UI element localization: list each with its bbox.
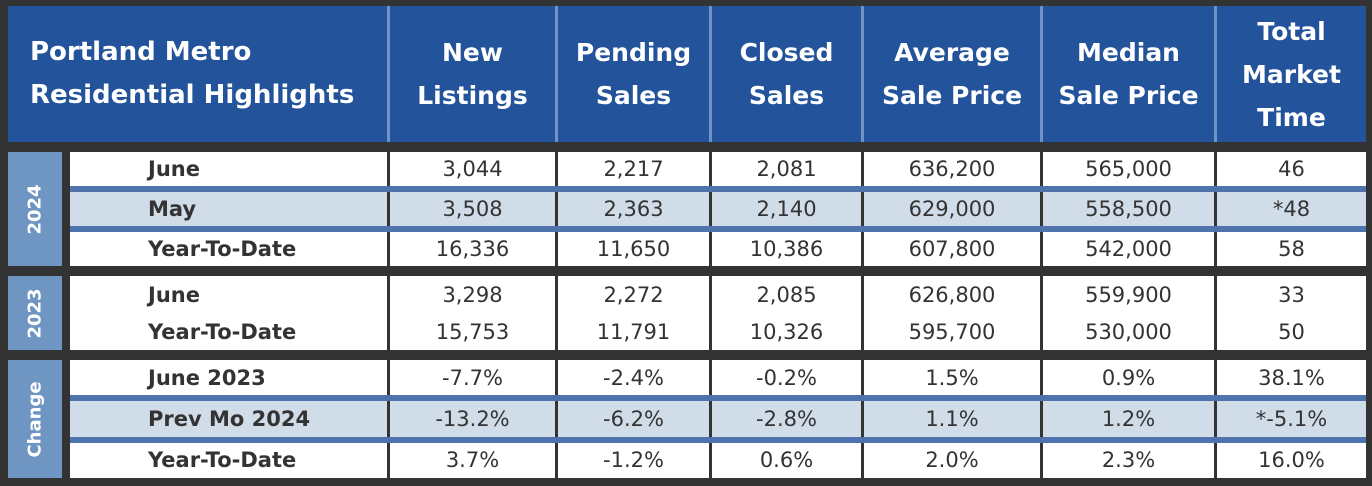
table-cell: 0.9% (1043, 360, 1217, 396)
table-cell: 629,000 (864, 192, 1043, 226)
table-cell: -1.2% (558, 442, 712, 478)
table-cell: 58 (1278, 237, 1305, 261)
table-cell: 542,000 (1043, 232, 1217, 266)
row-label: May (70, 192, 390, 226)
table-cell: 1.2% (1043, 401, 1217, 437)
table-cell: 10,326 (712, 313, 864, 350)
group-label: 2023 (8, 276, 62, 350)
table-cell: 2,272 (558, 276, 712, 313)
table-cell: 565,000 (1043, 152, 1217, 186)
table-cell: 2,085 (712, 276, 864, 313)
table-cell: 2,081 (712, 152, 864, 186)
table-cell: -13.2% (390, 401, 558, 437)
col-average-sale-price: Average Sale Price (864, 6, 1043, 142)
row-label: Year-To-Date (70, 232, 390, 266)
table-row: Year-To-Date 3.7% -1.2% 0.6% 2.0% 2.3% 16.0% (70, 442, 1366, 478)
row-label: Year-To-Date (70, 442, 390, 478)
table-cell: 10,386 (712, 232, 864, 266)
row-label: June 2023 (70, 360, 390, 396)
table-cell: 16.0% (1258, 448, 1325, 473)
col-pending-sales: Pending Sales (558, 6, 712, 142)
group-change: Change June 2023 -7.7% -2.4% -0.2% 1.5% 0.9% 38… (8, 360, 1366, 478)
table-cell: 636,200 (864, 152, 1043, 186)
table-cell: 2,140 (712, 192, 864, 226)
table-cell: 559,900 (1043, 276, 1217, 313)
table-cell: 2,363 (558, 192, 712, 226)
table-cell: 2,217 (558, 152, 712, 186)
table-cell: 607,800 (864, 232, 1043, 266)
table-cell: 11,791 (558, 313, 712, 350)
table-cell: -6.2% (558, 401, 712, 437)
table-cell: 38.1% (1258, 365, 1325, 390)
table-cell: -0.2% (712, 360, 864, 396)
table-row: Year-To-Date 15,753 11,791 10,326 595,700 530… (70, 313, 1366, 350)
table-title: Portland Metro Residential Highlights (8, 6, 390, 142)
table-row: June 3,298 2,272 2,085 626,800 559,900 33 (70, 276, 1366, 313)
table-cell: 11,650 (558, 232, 712, 266)
table-cell: 16,336 (390, 232, 558, 266)
row-label: Prev Mo 2024 (70, 401, 390, 437)
table-cell: 2.3% (1043, 442, 1217, 478)
row-label: June (70, 152, 390, 186)
table-cell: 3,298 (390, 276, 558, 313)
table-cell: 626,800 (864, 276, 1043, 313)
table-row: June 2023 -7.7% -2.4% -0.2% 1.5% 0.9% 38.1% (70, 360, 1366, 396)
col-new-listings: New Listings (390, 6, 558, 142)
table-cell: *48 (1272, 197, 1311, 221)
col-total-market-time: Total Market Time (1242, 16, 1341, 132)
table-cell: 530,000 (1043, 313, 1217, 350)
table-cell: 3,044 (390, 152, 558, 186)
table-cell: 2.0% (864, 442, 1043, 478)
row-label: Year-To-Date (70, 313, 390, 350)
table-cell: 50 (1278, 319, 1305, 344)
table-row: May 3,508 2,363 2,140 629,000 558,500 *48 (70, 186, 1366, 232)
table-cell: 1.1% (864, 401, 1043, 437)
table-cell: 3,508 (390, 192, 558, 226)
row-label: June (70, 276, 390, 313)
group-label: 2024 (8, 152, 62, 266)
group-2023: 2023 June 3,298 2,272 2,085 626,800 559,900 33 Y… (8, 276, 1366, 350)
table-cell: 46 (1278, 157, 1305, 181)
table-cell: 15,753 (390, 313, 558, 350)
table-cell: 0.6% (712, 442, 864, 478)
table-row: Year-To-Date 16,336 11,650 10,386 607,800 542… (70, 232, 1366, 266)
table-cell: *-5.1% (1255, 406, 1328, 431)
table-cell: -2.8% (712, 401, 864, 437)
table-cell: 3.7% (390, 442, 558, 478)
table-row: June 3,044 2,217 2,081 636,200 565,000 46 (70, 152, 1366, 186)
table-header: Portland Metro Residential Highlights Ne… (8, 6, 1366, 142)
group-2024: 2024 June 3,044 2,217 2,081 636,200 565,000 46 M… (8, 152, 1366, 266)
group-label: Change (8, 360, 62, 478)
col-closed-sales: Closed Sales (712, 6, 864, 142)
table-cell: 595,700 (864, 313, 1043, 350)
table-cell: -7.7% (390, 360, 558, 396)
table-cell: -2.4% (558, 360, 712, 396)
col-median-sale-price: Median Sale Price (1043, 6, 1217, 142)
table-row: Prev Mo 2024 -13.2% -6.2% -2.8% 1.1% 1.2% *-5.… (70, 395, 1366, 443)
table-cell: 33 (1278, 282, 1305, 307)
table-cell: 558,500 (1043, 192, 1217, 226)
table-cell: 1.5% (864, 360, 1043, 396)
